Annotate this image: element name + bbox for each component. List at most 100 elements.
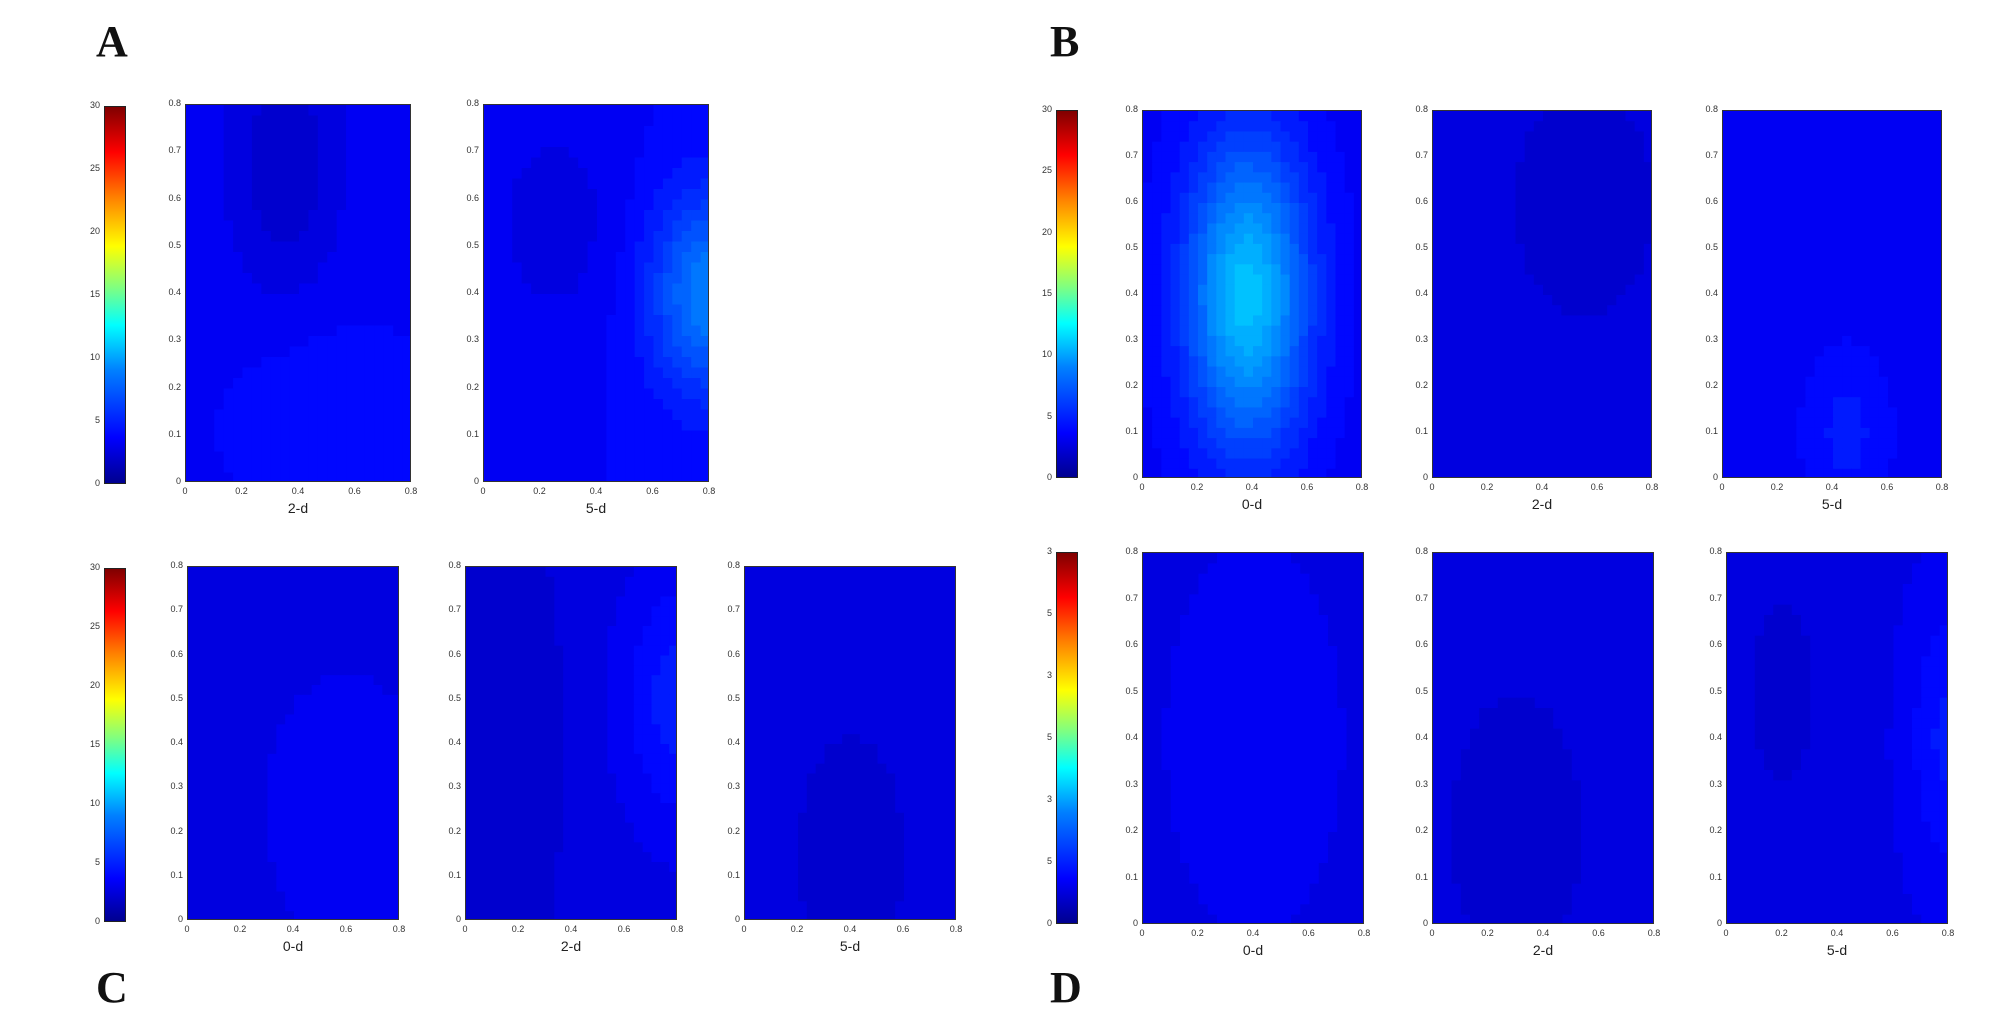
heatmap-cell	[299, 430, 310, 442]
heatmap-cell	[1262, 387, 1272, 398]
heatmap-cell	[1515, 315, 1526, 327]
heatmap-cell	[1253, 243, 1263, 255]
heatmap-cell	[672, 399, 683, 411]
heatmap-cell	[242, 462, 253, 474]
heatmap-cell	[299, 304, 310, 316]
heatmap-cell	[1915, 438, 1926, 449]
heatmap-cell	[270, 325, 281, 337]
panel-letter-b: B	[1050, 17, 1080, 66]
heatmap-cell	[1634, 141, 1645, 153]
heatmap-cell	[1234, 448, 1245, 460]
heatmap-cell	[204, 378, 215, 390]
heatmap-cell	[1179, 417, 1190, 429]
heatmap-cell	[1253, 141, 1263, 153]
heatmap-cell	[270, 126, 281, 138]
heatmap-cell	[285, 714, 295, 725]
heatmap-cell	[1933, 438, 1941, 449]
heatmap-cell	[1805, 264, 1816, 276]
heatmap-cell	[267, 626, 277, 637]
heatmap-cell	[1768, 203, 1779, 214]
heatmap-cell	[1289, 233, 1300, 245]
heatmap-cell	[1460, 448, 1471, 460]
y-tick-label: 0.7	[466, 145, 479, 156]
heatmap-cell	[1161, 131, 1172, 143]
heatmap-cell	[364, 734, 375, 745]
heatmap-cell	[1796, 325, 1807, 337]
heatmap-cell	[1723, 182, 1733, 194]
heatmap-cell	[1460, 468, 1471, 477]
heatmap-cell	[1768, 131, 1779, 143]
heatmap-cell	[634, 346, 645, 358]
heatmap-cell	[188, 763, 198, 775]
heatmap-cell	[1579, 407, 1590, 419]
heatmap-cell	[195, 399, 206, 411]
heatmap-cell	[1317, 295, 1327, 306]
heatmap-cell	[1897, 243, 1907, 255]
heatmap-cell	[1616, 172, 1627, 184]
heatmap-cell	[1625, 387, 1636, 398]
heatmap-cell	[374, 430, 385, 442]
heatmap-cell	[1161, 346, 1172, 357]
heatmap-cell	[512, 367, 523, 379]
heatmap-cell	[1335, 458, 1346, 470]
heatmap-cell	[597, 420, 608, 432]
heatmap-cell	[285, 576, 295, 588]
heatmap-cell	[1570, 162, 1581, 173]
heatmap-cell	[1778, 254, 1788, 265]
heatmap-cell	[1933, 172, 1941, 184]
heatmap-cell	[1353, 182, 1361, 194]
heatmap-cell	[308, 441, 319, 453]
heatmap-cell	[1488, 213, 1498, 225]
heatmap-cell	[1253, 233, 1263, 245]
heatmap-cell	[1787, 305, 1797, 317]
heatmap-cell	[205, 704, 216, 716]
heatmap-cell	[1326, 295, 1337, 306]
heatmap-cell	[391, 645, 398, 657]
heatmap-cell	[329, 714, 339, 725]
heatmap-plot	[483, 104, 709, 482]
heatmap-cell	[1161, 417, 1172, 429]
heatmap-cell	[502, 325, 513, 337]
heatmap-cell	[1543, 274, 1553, 286]
heatmap-cell	[484, 210, 495, 222]
heatmap-cell	[615, 388, 626, 400]
heatmap-cell	[232, 694, 242, 706]
heatmap-cell	[311, 616, 322, 627]
heatmap-cell	[214, 136, 225, 148]
heatmap-cell	[681, 399, 692, 411]
heatmap-cell	[1732, 213, 1742, 225]
heatmap-cell	[1442, 192, 1452, 204]
heatmap-cell	[402, 294, 410, 306]
heatmap-cell	[302, 616, 313, 627]
heatmap-cell	[1433, 141, 1443, 153]
heatmap-cell	[1253, 325, 1263, 337]
heatmap-cell	[1524, 243, 1535, 255]
heatmap-cell	[1796, 182, 1807, 194]
heatmap-cell	[1625, 468, 1636, 477]
heatmap-cell	[484, 420, 495, 432]
heatmap-cell	[484, 252, 495, 264]
heatmap-cell	[383, 420, 394, 432]
heatmap-cell	[493, 262, 504, 274]
heatmap-cell	[531, 325, 542, 337]
heatmap-cell	[1851, 151, 1862, 163]
heatmap-cell	[1161, 305, 1172, 317]
heatmap-cell	[1643, 264, 1651, 276]
heatmap-cell	[1207, 274, 1217, 286]
heatmap-cell	[578, 409, 589, 421]
heatmap-cell	[383, 241, 394, 253]
heatmap-cell	[317, 189, 328, 201]
heatmap-cell	[1634, 203, 1645, 214]
heatmap-cell	[1451, 356, 1462, 368]
heatmap-cell	[540, 241, 551, 253]
heatmap-cell	[1335, 254, 1346, 265]
colorbar-tick-label: 0	[1046, 918, 1052, 928]
heatmap-cell	[493, 252, 504, 264]
heatmap-cell	[1488, 192, 1498, 204]
heatmap-cell	[1188, 305, 1199, 317]
heatmap-cell	[1515, 397, 1526, 409]
heatmap-cell	[1433, 427, 1443, 439]
heatmap-cell	[261, 325, 272, 337]
heatmap-cell	[493, 210, 504, 222]
heatmap-cell	[691, 367, 702, 379]
